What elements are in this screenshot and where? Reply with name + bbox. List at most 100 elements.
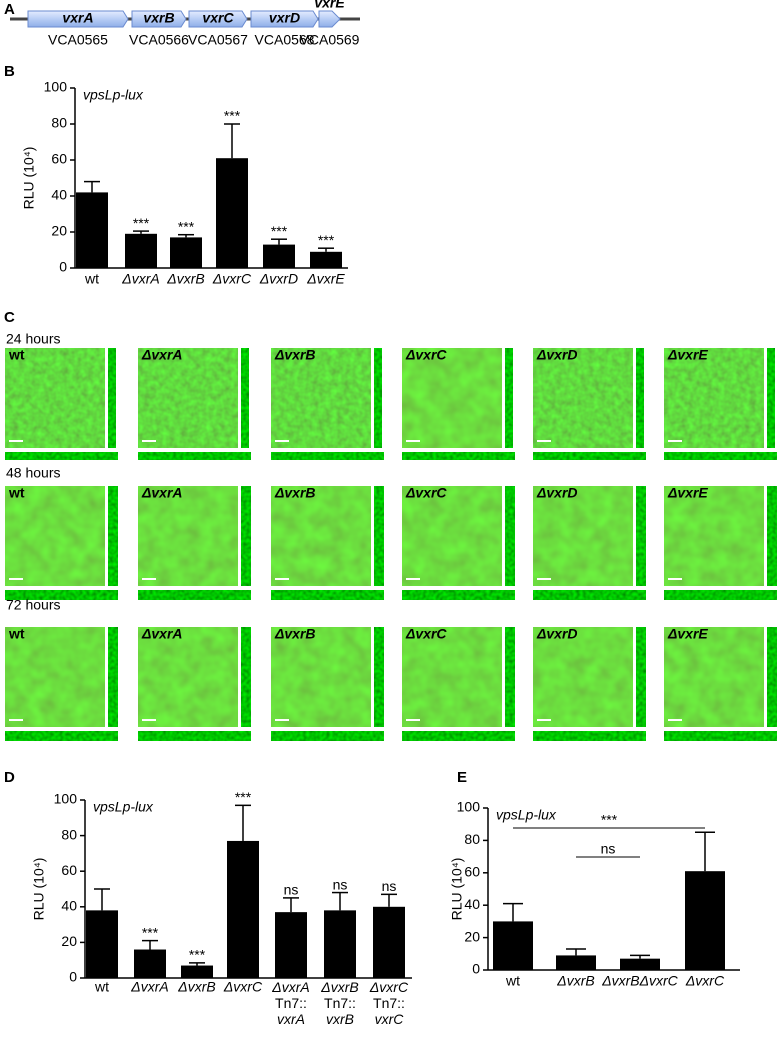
biofilm-image	[532, 626, 634, 728]
x-tick-label: ΔvxrD	[259, 271, 298, 287]
scale-bar	[9, 440, 23, 442]
bottom-section	[664, 590, 777, 600]
error-bar	[695, 831, 715, 872]
significance: ns	[333, 876, 348, 892]
y-axis-label: RLU (10⁴)	[449, 858, 465, 921]
gene-name: vxrA	[62, 10, 93, 26]
y-tick-label: 100	[44, 79, 68, 95]
error-bar	[224, 123, 240, 159]
biofilm-image	[663, 626, 765, 728]
strain-label: ΔvxrE	[667, 485, 708, 501]
bar	[181, 965, 213, 978]
scale-bar	[142, 719, 156, 721]
gene-arrow	[131, 10, 187, 28]
strain-label: ΔvxrE	[667, 347, 708, 363]
y-tick-label: 20	[464, 928, 480, 944]
x-tick-label: wt	[505, 973, 520, 989]
bottom-section	[5, 590, 118, 600]
strain-label: ΔvxrD	[536, 347, 578, 363]
annotation: vpsLp-lux	[93, 799, 154, 815]
gene-name: vxrD	[269, 10, 300, 26]
bottom-section	[664, 452, 777, 460]
gene-name: vxrB	[143, 10, 174, 26]
error-bar	[381, 893, 397, 907]
x-tick-label: ΔvxrC	[223, 979, 263, 995]
biofilm-image	[137, 626, 239, 728]
biofilm-image	[4, 347, 106, 449]
scale-bar	[537, 440, 551, 442]
y-tick-label: 80	[464, 831, 480, 847]
x-tick-label: wt	[84, 271, 99, 287]
bar	[170, 237, 202, 268]
y-axis-label: RLU (10⁴)	[31, 858, 47, 921]
side-section	[241, 348, 249, 448]
error-bar	[566, 948, 586, 956]
bottom-section	[138, 731, 251, 741]
bracket-label: ***	[601, 812, 618, 828]
bottom-section	[271, 590, 384, 600]
bar	[324, 910, 356, 978]
significance: ***	[178, 218, 195, 234]
side-section	[241, 486, 251, 586]
row-label: 24 hours	[6, 331, 60, 347]
error-bar	[503, 902, 523, 922]
scale-bar	[275, 440, 289, 442]
scale-bar	[406, 719, 420, 721]
x-tick-label: ΔvxrB	[556, 973, 594, 989]
strain-label: ΔvxrE	[667, 626, 708, 642]
annotation: vpsLp-lux	[83, 87, 144, 103]
panel-label: B	[4, 63, 15, 80]
biofilm-image	[270, 626, 372, 728]
bar	[216, 158, 248, 268]
locus-tag: VCA0567	[188, 32, 248, 48]
bottom-section	[5, 731, 118, 741]
x-tick-label: ΔvxrB	[166, 271, 204, 287]
biofilm-image	[532, 485, 634, 587]
strain-label: ΔvxrB	[274, 485, 316, 501]
scale-bar	[406, 440, 420, 442]
y-tick-label: 0	[59, 259, 67, 275]
x-tick-label: ΔvxrB	[177, 979, 215, 995]
locus-tag: VCA0565	[48, 32, 108, 48]
significance: ***	[189, 947, 206, 963]
y-axis-label: RLU (10⁴)	[21, 147, 37, 210]
bottom-section	[533, 452, 646, 460]
bar	[373, 906, 405, 978]
y-tick-label: 60	[61, 862, 77, 878]
biofilm-image	[663, 347, 765, 449]
side-section	[636, 348, 644, 448]
error-bar	[271, 238, 287, 245]
biofilm-image	[4, 485, 106, 587]
y-tick-label: 20	[51, 223, 67, 239]
scale-bar	[275, 719, 289, 721]
x-tick-label: ΔvxrBΔvxrC	[601, 973, 678, 989]
side-section	[505, 348, 513, 448]
x-tick-label: ΔvxrB Tn7:: vxrB	[320, 979, 358, 1027]
bottom-section	[5, 452, 118, 460]
bar	[310, 251, 342, 268]
scale-bar	[668, 440, 682, 442]
strain-label: ΔvxrB	[274, 626, 316, 642]
y-tick-label: 80	[61, 826, 77, 842]
strain-label: wt	[8, 626, 25, 642]
panel-label: C	[4, 309, 15, 326]
strain-label: ΔvxrA	[141, 626, 183, 642]
bar	[275, 912, 307, 978]
strain-label: ΔvxrC	[405, 626, 447, 642]
bar	[620, 958, 660, 970]
strain-label: ΔvxrD	[536, 626, 578, 642]
error-bar	[189, 962, 205, 966]
error-bar	[133, 230, 149, 234]
significance: ***	[133, 215, 150, 231]
bar	[493, 921, 533, 970]
bottom-section	[402, 452, 515, 460]
scale-bar	[668, 719, 682, 721]
scale-bar	[668, 578, 682, 580]
side-section	[374, 486, 384, 586]
bar	[263, 244, 295, 268]
locus-tag: VCA0568	[255, 32, 315, 48]
error-bar	[235, 804, 251, 841]
strain-label: wt	[8, 347, 25, 363]
side-section	[374, 627, 384, 727]
locus-tag: VCA0566	[129, 32, 189, 48]
